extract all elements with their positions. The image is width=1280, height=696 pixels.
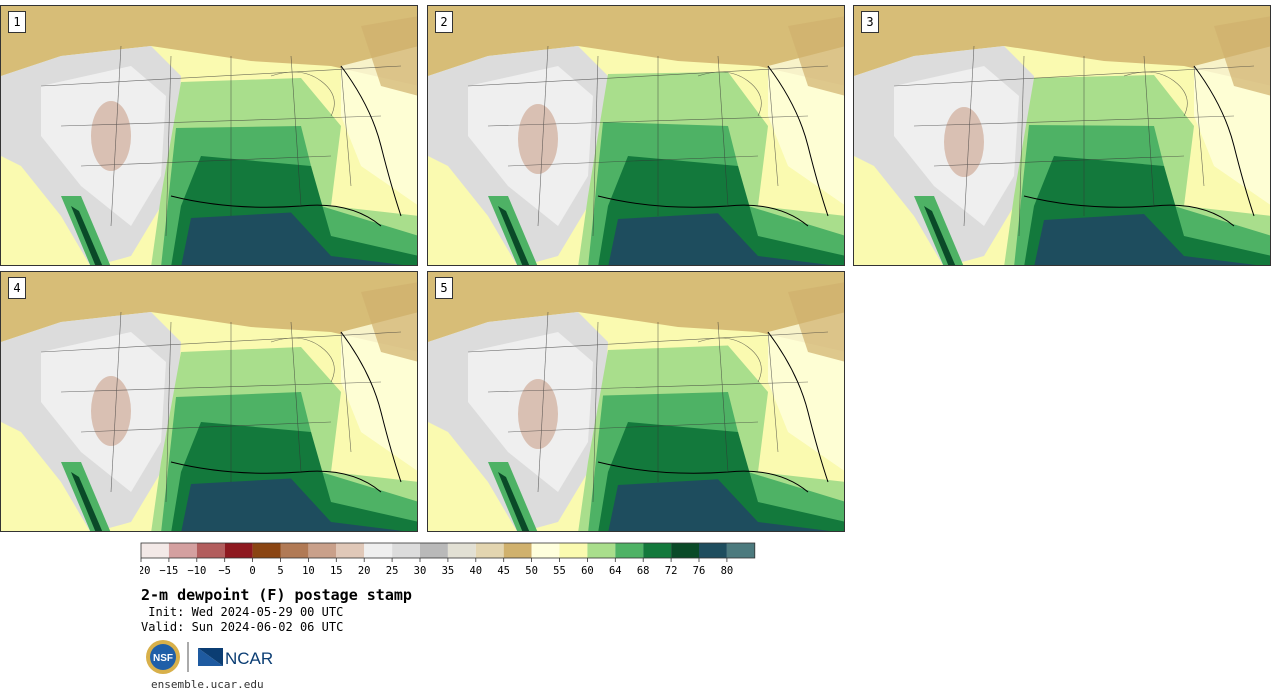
colorbar-tick-label: 72 bbox=[665, 565, 678, 577]
colorbar-tick-label: 50 bbox=[525, 565, 538, 577]
colorbar-tick-label: 25 bbox=[386, 565, 399, 577]
colorbar-swatch bbox=[420, 543, 448, 558]
colorbar-swatch bbox=[280, 543, 309, 558]
map-image-4 bbox=[1, 272, 417, 531]
colorbar-swatch bbox=[531, 543, 560, 558]
map-panel-5: 5 bbox=[427, 271, 845, 532]
panel-label: 4 bbox=[8, 277, 26, 299]
colorbar-tick-label: −15 bbox=[159, 565, 178, 577]
init-time: Init: Wed 2024-05-29 00 UTC bbox=[141, 605, 344, 619]
colorbar-tick-label: 20 bbox=[358, 565, 371, 577]
panel-label: 1 bbox=[8, 11, 26, 33]
map-image-3 bbox=[854, 6, 1270, 265]
panel-label: 2 bbox=[435, 11, 453, 33]
panel-label: 3 bbox=[861, 11, 879, 33]
colorbar-swatch bbox=[671, 543, 699, 558]
colorbar-swatch bbox=[726, 543, 755, 558]
colorbar-swatch bbox=[643, 543, 672, 558]
colorbar-swatch bbox=[699, 543, 727, 558]
colorbar-swatch bbox=[559, 543, 588, 558]
colorbar-swatch bbox=[308, 543, 337, 558]
nsf-logo-text: NSF bbox=[153, 653, 173, 664]
colorbar-swatch bbox=[196, 543, 225, 558]
colorbar-tick-label: −10 bbox=[187, 565, 206, 577]
colorbar-tick-label: −20 bbox=[140, 565, 150, 577]
colorbar-tick-label: 15 bbox=[330, 565, 343, 577]
nsf-logo: NSF bbox=[146, 640, 180, 674]
colorbar-tick-label: −5 bbox=[218, 565, 231, 577]
colorbar-tick-label: 64 bbox=[609, 565, 622, 577]
map-image-5 bbox=[428, 272, 844, 531]
colorbar-tick-label: 5 bbox=[277, 565, 283, 577]
colorbar-tick-label: 76 bbox=[693, 565, 706, 577]
ncar-logo-text: NCAR bbox=[225, 649, 273, 668]
colorbar-tick-label: 40 bbox=[469, 565, 482, 577]
colorbar: −20 −15 −10 −5 0 5 10 15 20 25 30 35 40 45 50 55 60 64 68 7… bbox=[140, 542, 756, 577]
colorbar-tick-label: 30 bbox=[414, 565, 427, 577]
colorbar-tick-label: 35 bbox=[442, 565, 455, 577]
site-url: ensemble.ucar.edu bbox=[151, 678, 264, 691]
colorbar-swatch bbox=[615, 543, 644, 558]
map-panel-4: 4 bbox=[0, 271, 418, 532]
colorbar-swatch bbox=[447, 543, 476, 558]
colorbar-swatch bbox=[587, 543, 616, 558]
colorbar-tick-label: 80 bbox=[721, 565, 734, 577]
ncar-logo: NCAR bbox=[198, 648, 273, 668]
chart-title: 2-m dewpoint (F) postage stamp bbox=[141, 586, 412, 604]
colorbar-tick-label: 60 bbox=[581, 565, 594, 577]
colorbar-swatch bbox=[224, 543, 253, 558]
colorbar-tick-label: 68 bbox=[637, 565, 650, 577]
colorbar-swatch bbox=[168, 543, 197, 558]
valid-time: Valid: Sun 2024-06-02 06 UTC bbox=[141, 620, 344, 634]
colorbar-swatch bbox=[364, 543, 393, 558]
colorbar-swatch bbox=[141, 543, 169, 558]
map-panel-2: 2 bbox=[427, 5, 845, 266]
colorbar-swatch bbox=[503, 543, 532, 558]
colorbar-tick-label: 0 bbox=[249, 565, 255, 577]
colorbar-swatch bbox=[475, 543, 504, 558]
map-panel-1: 1 bbox=[0, 5, 418, 266]
colorbar-swatch bbox=[252, 543, 281, 558]
colorbar-swatch bbox=[392, 543, 420, 558]
colorbar-swatch bbox=[336, 543, 365, 558]
panel-label: 5 bbox=[435, 277, 453, 299]
logos: NSF NCAR bbox=[146, 640, 273, 674]
map-image-2 bbox=[428, 6, 844, 265]
colorbar-tick-label: 55 bbox=[553, 565, 566, 577]
map-image-1 bbox=[1, 6, 417, 265]
colorbar-tick-label: 45 bbox=[497, 565, 510, 577]
colorbar-tick-label: 10 bbox=[302, 565, 315, 577]
map-panel-3: 3 bbox=[853, 5, 1271, 266]
